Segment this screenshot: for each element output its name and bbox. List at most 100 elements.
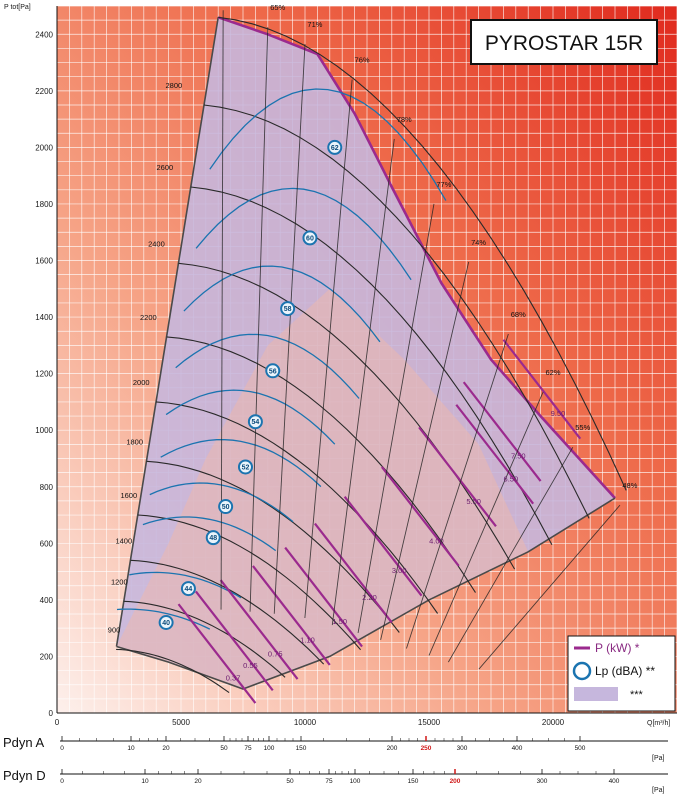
pdyn-tick-label: 200 bbox=[387, 745, 398, 752]
efficiency-label: 48% bbox=[622, 481, 637, 490]
noise-marker-label: 56 bbox=[269, 368, 277, 375]
x-tick-label: 15000 bbox=[418, 718, 441, 727]
power-curve-5.50 bbox=[418, 426, 497, 528]
speed-curve-1800 bbox=[146, 460, 400, 633]
pdyn-tick-label: 20 bbox=[194, 778, 202, 785]
rpm-label-2800: 2800 bbox=[166, 81, 183, 90]
efficiency-label: 74% bbox=[471, 238, 486, 247]
noise-curve-52 bbox=[160, 439, 322, 488]
speed-curve-2200 bbox=[166, 336, 476, 593]
power-curve-1.50 bbox=[284, 546, 363, 648]
noise-marker-label: 44 bbox=[185, 586, 193, 593]
pdyn-d-label: Pdyn D bbox=[3, 768, 46, 783]
y-tick-label: 2400 bbox=[35, 30, 53, 39]
pdyn-tick-label: 75 bbox=[325, 778, 333, 785]
pdyn-tick-label: 10 bbox=[127, 745, 135, 752]
rpm-label-1600: 1600 bbox=[120, 491, 137, 500]
noise-marker-label: 40 bbox=[162, 620, 170, 627]
power-curve-9.50 bbox=[502, 339, 582, 440]
y-tick-label: 200 bbox=[40, 652, 54, 661]
rpm-label-2400: 2400 bbox=[148, 239, 165, 248]
power-label: 6.50 bbox=[504, 474, 519, 483]
efficiency-label: 62% bbox=[545, 368, 560, 377]
power-label: 7.50 bbox=[511, 452, 526, 461]
pdyn-a-label: Pdyn A bbox=[3, 735, 45, 750]
power-label: 9.50 bbox=[551, 409, 566, 418]
y-tick-label: 400 bbox=[40, 596, 54, 605]
efficiency-line bbox=[428, 391, 544, 656]
efficiency-label: 76% bbox=[355, 56, 370, 65]
efficiency-line bbox=[249, 27, 269, 612]
noise-curve-48 bbox=[142, 516, 277, 552]
legend-noise-label: Lp (dBA) ** bbox=[595, 664, 655, 678]
power-label: 1.50 bbox=[332, 617, 347, 626]
speed-curve-1200 bbox=[123, 600, 286, 678]
noise-marker bbox=[247, 414, 263, 430]
pdyn-tick-label: 100 bbox=[264, 745, 275, 752]
pdyn-tick-label: 300 bbox=[457, 745, 468, 752]
legend-area-swatch bbox=[574, 687, 618, 701]
power-label: 0.75 bbox=[268, 650, 283, 659]
speed-curve-2600 bbox=[190, 186, 553, 545]
rpm-label-2000: 2000 bbox=[133, 378, 150, 387]
envelope-bottom-edge bbox=[116, 497, 616, 690]
noise-marker bbox=[327, 139, 343, 155]
x-tick-label: 10000 bbox=[294, 718, 317, 727]
legend: P (kW) * Lp (dBA) ** *** bbox=[567, 635, 676, 712]
operating-area bbox=[116, 17, 615, 690]
y-tick-label: 2200 bbox=[35, 87, 53, 96]
speed-curve-2000 bbox=[155, 401, 439, 614]
efficiency-label: 77% bbox=[436, 180, 451, 189]
noise-curve-58 bbox=[183, 265, 381, 343]
efficiency-label: 55% bbox=[575, 423, 590, 432]
power-curve-0.75 bbox=[219, 579, 299, 680]
y-tick-label: 1200 bbox=[35, 370, 53, 379]
rpm-label-2200: 2200 bbox=[140, 313, 157, 322]
noise-marker-label: 62 bbox=[331, 145, 339, 152]
y-tick-label: 2000 bbox=[35, 143, 53, 152]
power-label: 0.37 bbox=[226, 674, 241, 683]
pdyn-tick-label: 10 bbox=[141, 778, 149, 785]
envelope-top-curve bbox=[217, 16, 616, 499]
speed-curve-900 bbox=[116, 648, 230, 694]
power-label: 2.20 bbox=[362, 593, 377, 602]
curves-layer bbox=[116, 10, 627, 704]
rpm-label-1200: 1200 bbox=[111, 577, 128, 586]
rpm-label-900: 900 bbox=[108, 625, 121, 634]
title-box: PYROSTAR 15R bbox=[470, 19, 658, 65]
rpm-label-1400: 1400 bbox=[115, 536, 132, 545]
legend-area-label: *** bbox=[630, 689, 644, 701]
noise-marker bbox=[158, 615, 174, 631]
noise-curve-56 bbox=[175, 333, 360, 399]
power-label: 0.55 bbox=[243, 661, 258, 670]
noise-curve-60 bbox=[195, 187, 412, 281]
pdyn-tick-label: 500 bbox=[575, 745, 586, 752]
noise-marker-label: 52 bbox=[242, 464, 250, 471]
pdyn-a-scale: Pdyn A [Pa] 0 10 20 50 75 100 150 200 250 300 400 5… bbox=[3, 735, 668, 762]
x-axis-title: Q[m³/h] bbox=[647, 720, 670, 727]
rpm-label-1800: 1800 bbox=[126, 437, 143, 446]
power-curve-4.00 bbox=[381, 466, 460, 567]
power-curve-6.50 bbox=[455, 404, 535, 505]
noise-marker bbox=[237, 459, 253, 475]
pdyn-tick-label: 0 bbox=[60, 745, 64, 752]
efficiency-line bbox=[447, 446, 574, 663]
noise-marker bbox=[218, 499, 234, 515]
pdyn-tick-label: 75 bbox=[244, 745, 252, 752]
pdyn-tick-label: 300 bbox=[537, 778, 548, 785]
power-label: 1.10 bbox=[300, 635, 315, 644]
efficiency-label: 78% bbox=[397, 115, 412, 124]
speed-curve-3000 bbox=[218, 16, 627, 491]
pdyn-tick-label: 100 bbox=[350, 778, 361, 785]
noise-marker bbox=[180, 581, 196, 597]
efficiency-line bbox=[380, 261, 470, 640]
pdyn-d-scale: Pdyn D [Pa] 0 10 20 50 75 100 150 200 300 400 bbox=[3, 768, 668, 794]
noise-marker bbox=[280, 301, 296, 317]
noise-marker-label: 60 bbox=[306, 235, 314, 242]
chart-title: PYROSTAR 15R bbox=[485, 32, 643, 55]
power-curve-0.55 bbox=[195, 590, 274, 692]
y-tick-label: 800 bbox=[40, 483, 54, 492]
efficiency-label: 71% bbox=[307, 20, 322, 29]
envelope-left-edge bbox=[115, 17, 219, 647]
pdyn-tick-label: 20 bbox=[162, 745, 170, 752]
